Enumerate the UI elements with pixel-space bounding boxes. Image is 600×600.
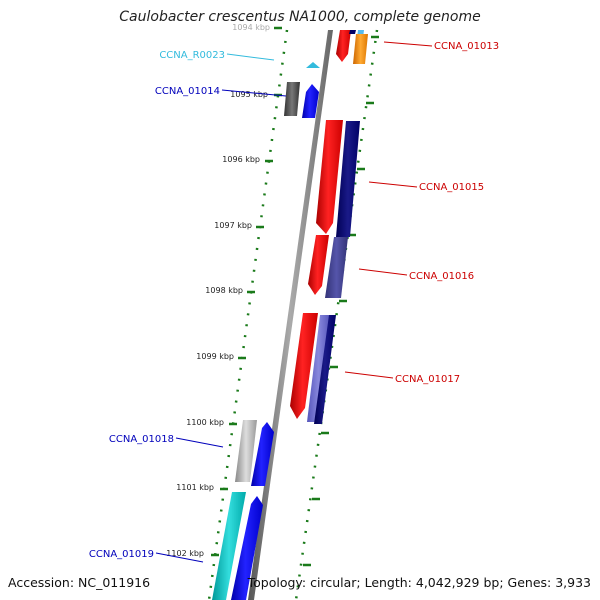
gene-ccna-01013-top bbox=[336, 30, 351, 62]
connector-ccna-01017 bbox=[344, 371, 394, 379]
rna-ccna-r0023 bbox=[306, 62, 320, 68]
gene-label-ccna-01017: CCNA_01017 bbox=[395, 374, 460, 385]
gene-ccna-01019 bbox=[231, 496, 263, 600]
gene-ccna-01016-red bbox=[308, 235, 329, 295]
right-tick-marks bbox=[303, 35, 379, 567]
connector-ccna-01015 bbox=[368, 181, 418, 188]
tick-label-1097: 1097 kbp bbox=[214, 221, 252, 230]
map-title: Caulobacter crescentus NA1000, complete … bbox=[119, 9, 481, 25]
guide-track-outer-left bbox=[207, 29, 289, 600]
connector-ccna-r0023 bbox=[226, 53, 275, 61]
tick-label-1094: 1094 kbp bbox=[232, 23, 270, 32]
tick-label-1096: 1096 kbp bbox=[222, 155, 260, 164]
gene-ccna-01015-red bbox=[316, 120, 343, 234]
gene-ccna-01015-navy bbox=[336, 121, 360, 237]
gene-ccna-01017-red bbox=[290, 313, 318, 419]
genes bbox=[212, 30, 368, 600]
gene-labels: CCNA_R0023 CCNA_01014 CCNA_01018 CCNA_01… bbox=[89, 41, 499, 560]
gene-ccna-01014 bbox=[302, 84, 319, 118]
gene-label-ccna-01018: CCNA_01018 bbox=[109, 434, 174, 445]
connector-ccna-01014 bbox=[221, 89, 287, 97]
gene-cyan-01019 bbox=[212, 492, 246, 600]
guide-tracks bbox=[207, 29, 379, 600]
accession-text: Accession: NC_011916 bbox=[8, 575, 151, 590]
tick-label-1102: 1102 kbp bbox=[166, 549, 204, 558]
genome-summary-text: Topology: circular; Length: 4,042,929 bp… bbox=[247, 575, 591, 590]
gene-label-ccna-01013: CCNA_01013 bbox=[434, 41, 499, 52]
connector-ccna-01016 bbox=[358, 268, 408, 276]
connector-ccna-01019 bbox=[155, 552, 204, 563]
gene-label-ccna-01015: CCNA_01015 bbox=[419, 182, 484, 193]
gene-label-ccna-r0023: CCNA_R0023 bbox=[159, 50, 225, 61]
gene-top-orange bbox=[353, 34, 368, 64]
gene-label-ccna-01014: CCNA_01014 bbox=[155, 86, 220, 97]
tick-label-1101: 1101 kbp bbox=[176, 483, 214, 492]
gene-gray-01014 bbox=[284, 82, 300, 116]
gene-label-ccna-01019: CCNA_01019 bbox=[89, 549, 154, 560]
gene-ccna-01018 bbox=[251, 422, 274, 486]
gene-top-navy-small bbox=[349, 30, 356, 34]
tick-label-1099: 1099 kbp bbox=[196, 352, 234, 361]
guide-track-outer-right bbox=[294, 29, 379, 600]
connector-ccna-01013 bbox=[383, 41, 433, 47]
tick-label-1100: 1100 kbp bbox=[186, 418, 224, 427]
gene-label-ccna-01016: CCNA_01016 bbox=[409, 271, 474, 282]
gene-ccna-01016-slate bbox=[325, 237, 348, 298]
gene-silver-01018 bbox=[235, 420, 257, 482]
gene-ccna-01017-lavender bbox=[307, 315, 330, 422]
label-connectors bbox=[155, 41, 433, 563]
connector-ccna-01018 bbox=[175, 437, 224, 448]
tick-label-1098: 1098 kbp bbox=[205, 286, 243, 295]
gene-ccna-01017-navy bbox=[314, 315, 336, 424]
tick-label-1095: 1095 kbp bbox=[230, 90, 268, 99]
